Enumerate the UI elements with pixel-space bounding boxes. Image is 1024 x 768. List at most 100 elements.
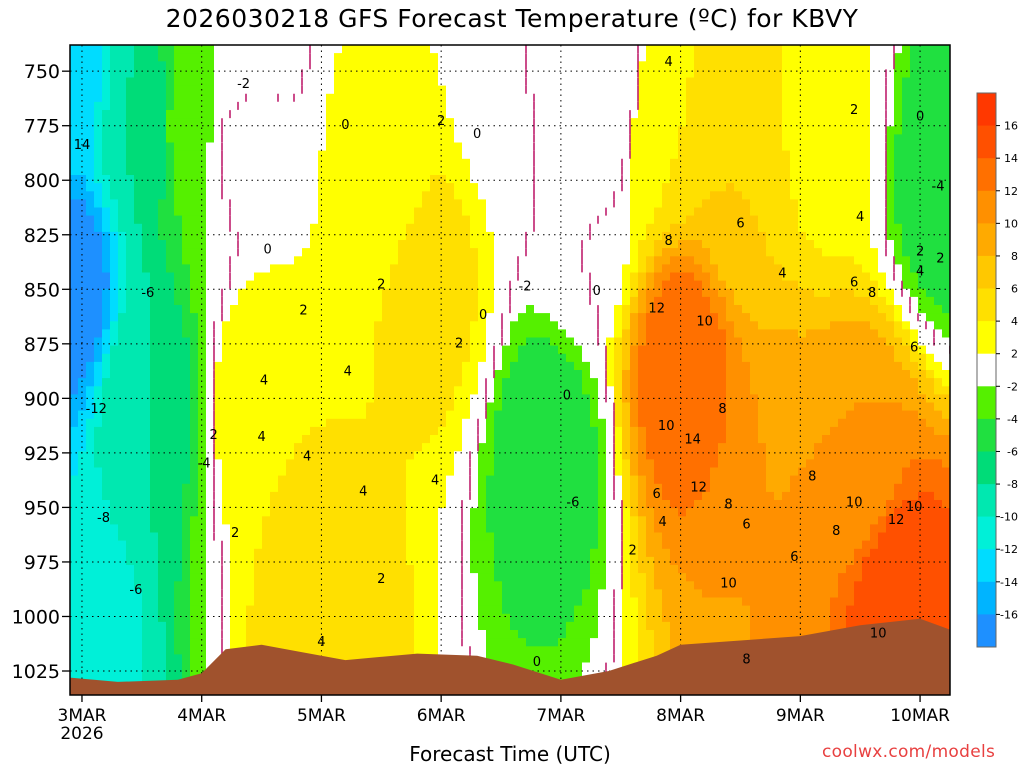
field-cell: [198, 53, 207, 62]
field-cell: [470, 394, 479, 404]
field-cell: [390, 491, 399, 501]
field-cell: [318, 613, 327, 623]
field-cell: [166, 191, 175, 200]
field-cell: [454, 532, 463, 542]
field-cell: [302, 166, 311, 176]
field-cell: [446, 491, 455, 501]
field-cell: [142, 288, 151, 298]
field-cell: [438, 264, 447, 274]
field-cell: [318, 638, 327, 647]
field-cell: [70, 386, 79, 395]
field-cell: [462, 386, 471, 395]
field-cell: [318, 337, 327, 347]
field-cell: [118, 110, 127, 119]
field-cell: [318, 370, 327, 379]
field-cell: [390, 638, 399, 647]
field-cell: [238, 402, 247, 412]
field-cell: [310, 394, 319, 404]
field-cell: [318, 272, 327, 282]
field-cell: [286, 215, 295, 225]
field-cell: [414, 459, 423, 469]
field-cell: [302, 573, 311, 582]
field-cell: [462, 280, 471, 290]
field-cell: [310, 191, 319, 200]
field-cell: [454, 321, 463, 330]
field-cell: [302, 93, 311, 103]
field-cell: [462, 110, 471, 119]
field-cell: [134, 183, 143, 192]
field-cell: [366, 85, 375, 95]
field-cell: [342, 296, 351, 306]
field-cell: [438, 410, 447, 420]
field-cell: [294, 61, 303, 70]
field-cell: [534, 77, 543, 87]
field-cell: [286, 565, 295, 574]
field-cell: [294, 435, 303, 444]
field-cell: [550, 451, 559, 460]
field-cell: [86, 556, 95, 566]
field-cell: [134, 313, 143, 322]
field-cell: [134, 565, 143, 574]
field-cell: [134, 53, 143, 62]
field-cell: [366, 621, 375, 631]
field-cell: [398, 231, 407, 241]
field-cell: [422, 475, 431, 485]
field-cell: [382, 240, 391, 249]
field-cell: [254, 345, 263, 355]
field-cell: [462, 126, 471, 135]
field-cell: [238, 597, 247, 607]
field-cell: [526, 150, 535, 160]
field-cell: [78, 638, 87, 647]
field-cell: [558, 524, 567, 534]
field-cell: [326, 272, 335, 282]
field-cell: [94, 370, 103, 379]
field-cell: [158, 500, 167, 509]
field-cell: [134, 394, 143, 404]
field-cell: [230, 524, 239, 534]
field-cell: [118, 199, 127, 209]
field-cell: [150, 491, 159, 501]
field-cell: [294, 272, 303, 282]
field-cell: [542, 646, 551, 655]
field-cell: [270, 183, 279, 192]
field-cell: [270, 410, 279, 420]
field-cell: [270, 313, 279, 322]
field-cell: [150, 597, 159, 607]
field-cell: [398, 321, 407, 330]
field-cell: [166, 93, 175, 103]
field-cell: [70, 223, 79, 233]
field-cell: [222, 483, 231, 493]
field-cell: [230, 573, 239, 582]
field-cell: [78, 565, 87, 574]
field-cell: [118, 394, 127, 404]
field-cell: [158, 394, 167, 404]
field-cell: [438, 53, 447, 62]
field-cell: [190, 491, 199, 501]
field-cell: [278, 77, 287, 87]
field-cell: [366, 288, 375, 298]
field-cell: [350, 313, 359, 322]
field-cell: [254, 101, 263, 111]
field-cell: [526, 126, 535, 135]
field-cell: [294, 451, 303, 460]
field-cell: [374, 361, 383, 371]
field-cell: [366, 93, 375, 103]
field-cell: [414, 313, 423, 322]
field-cell: [102, 329, 111, 339]
field-cell: [406, 215, 415, 225]
field-cell: [150, 305, 159, 314]
field-cell: [510, 483, 519, 493]
field-cell: [430, 272, 439, 282]
field-cell: [326, 532, 335, 542]
field-cell: [374, 207, 383, 217]
field-cell: [334, 500, 343, 509]
field-cell: [166, 475, 175, 485]
field-cell: [118, 142, 127, 152]
field-cell: [462, 638, 471, 647]
field-cell: [254, 85, 263, 95]
field-cell: [70, 321, 79, 330]
field-cell: [206, 443, 215, 452]
field-cell: [118, 53, 127, 62]
field-cell: [238, 101, 247, 111]
field-cell: [382, 296, 391, 306]
